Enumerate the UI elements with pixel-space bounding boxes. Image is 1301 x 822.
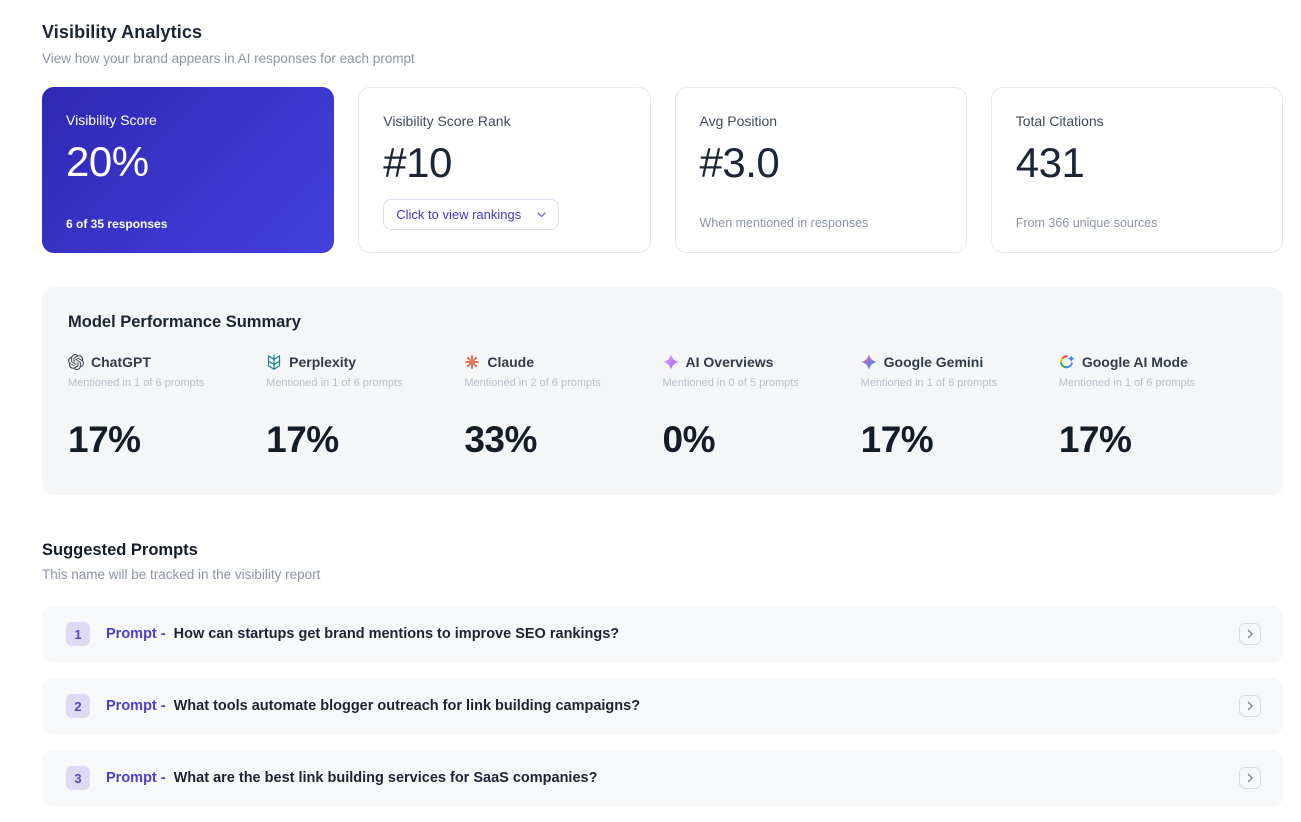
- stat-subtext: 6 of 35 responses: [66, 217, 168, 231]
- model-score: 17%: [266, 419, 339, 460]
- view-rankings-label: Click to view rankings: [396, 207, 522, 222]
- model-mention: Mentioned in 2 of 6 prompts: [464, 377, 601, 389]
- avg-position-card: Avg Position #3.0 When mentioned in resp…: [674, 87, 967, 253]
- view-rankings-button[interactable]: Click to view rankings: [383, 199, 560, 230]
- page-subtitle: View how your brand appears in AI respon…: [42, 51, 415, 66]
- prompt-expand-button[interactable]: [1239, 695, 1261, 717]
- perplexity-logo-icon: [266, 354, 282, 370]
- models-grid: ChatGPT Mentioned in 1 of 6 prompts 17% …: [68, 354, 1257, 461]
- model-performance-summary-panel: Model Performance Summary ChatGPT Mentio…: [42, 287, 1283, 495]
- model-score: 17%: [1058, 419, 1132, 460]
- visibility-score-rank-card: Visibility Score Rank #10 Click to view …: [358, 87, 651, 253]
- chevron-right-icon: [1245, 627, 1255, 642]
- google-ai-mode-icon: [1059, 354, 1075, 370]
- prompt-row-1[interactable]: 1 Prompt - How can startups get brand me…: [42, 606, 1283, 662]
- page-header: Visibility Analytics View how your brand…: [42, 22, 1283, 66]
- prompt-label: Prompt -: [106, 626, 166, 642]
- model-score: 17%: [68, 419, 141, 460]
- visibility-score-value: 20%: [66, 138, 149, 185]
- model-score: 0%: [662, 419, 716, 460]
- prompt-expand-button[interactable]: [1239, 767, 1261, 789]
- gemini-logo-icon: [860, 354, 877, 370]
- claude-logo-icon: [464, 354, 480, 370]
- suggested-prompts-header: Suggested Prompts This name will be trac…: [42, 541, 1283, 582]
- stat-subtext: When mentioned in responses: [699, 216, 869, 230]
- stat-label: Visibility Score: [66, 112, 157, 128]
- chevron-right-icon: [1245, 771, 1255, 786]
- prompt-label: Prompt -: [106, 698, 166, 714]
- model-column-google-gemini: Google Gemini Mentioned in 1 of 6 prompt…: [860, 354, 1059, 461]
- stat-label: Total Citations: [1015, 113, 1104, 129]
- visibility-score-card: Visibility Score 20% 6 of 35 responses: [42, 87, 335, 253]
- model-score: 33%: [464, 419, 537, 460]
- model-name: AI Overviews: [685, 354, 774, 370]
- suggested-prompts-subtitle: This name will be tracked in the visibil…: [42, 567, 321, 582]
- prompt-number-badge: 3: [66, 766, 90, 790]
- model-performance-summary-title: Model Performance Summary: [68, 313, 301, 331]
- chevron-right-icon: [1245, 699, 1255, 714]
- page-title: Visibility Analytics: [42, 22, 203, 42]
- model-mention: Mentioned in 1 of 6 prompts: [1058, 377, 1196, 389]
- avg-position-value: #3.0: [699, 139, 780, 186]
- prompt-text: How can startups get brand mentions to i…: [173, 626, 620, 642]
- model-name: Google AI Mode: [1081, 354, 1188, 370]
- prompt-number-badge: 2: [66, 694, 90, 718]
- model-mention: Mentioned in 1 of 6 prompts: [860, 377, 998, 389]
- model-name: Claude: [487, 354, 535, 370]
- prompt-label: Prompt -: [106, 770, 166, 786]
- total-citations-card: Total Citations 431 From 366 unique sour…: [990, 87, 1283, 253]
- openai-logo-icon: [68, 354, 84, 370]
- prompt-expand-button[interactable]: [1239, 623, 1261, 645]
- model-score: 17%: [860, 419, 934, 460]
- prompt-text: What tools automate blogger outreach for…: [173, 698, 641, 714]
- chevron-down-icon: [537, 211, 546, 218]
- model-name: Google Gemini: [883, 354, 984, 370]
- prompt-row-3[interactable]: 3 Prompt - What are the best link buildi…: [42, 750, 1283, 806]
- suggested-prompts-list: 1 Prompt - How can startups get brand me…: [42, 606, 1283, 806]
- model-mention: Mentioned in 0 of 5 prompts: [662, 377, 799, 389]
- model-name: ChatGPT: [91, 354, 151, 370]
- suggested-prompts-title: Suggested Prompts: [42, 541, 198, 559]
- model-column-ai-overviews: AI Overviews Mentioned in 0 of 5 prompts…: [662, 354, 861, 461]
- ai-overviews-icon: [662, 354, 679, 370]
- model-name: Perplexity: [289, 354, 357, 370]
- model-column-chatgpt: ChatGPT Mentioned in 1 of 6 prompts 17%: [68, 354, 266, 461]
- stat-label: Avg Position: [699, 113, 778, 129]
- prompt-number-badge: 1: [66, 622, 90, 646]
- model-column-perplexity: Perplexity Mentioned in 1 of 6 prompts 1…: [266, 354, 464, 461]
- total-citations-value: 431: [1015, 139, 1085, 186]
- model-column-claude: Claude Mentioned in 2 of 6 prompts 33%: [464, 354, 662, 461]
- stat-label: Visibility Score Rank: [383, 113, 511, 129]
- visibility-rank-value: #10: [383, 139, 452, 186]
- model-column-google-ai-mode: Google AI Mode Mentioned in 1 of 6 promp…: [1059, 354, 1257, 461]
- stat-cards-row: Visibility Score 20% 6 of 35 responses V…: [42, 87, 1283, 253]
- model-mention: Mentioned in 1 of 6 prompts: [68, 377, 205, 389]
- stat-subtext: From 366 unique sources: [1015, 216, 1158, 230]
- prompt-text: What are the best link building services…: [173, 770, 598, 786]
- prompt-row-2[interactable]: 2 Prompt - What tools automate blogger o…: [42, 678, 1283, 734]
- model-mention: Mentioned in 1 of 6 prompts: [266, 377, 403, 389]
